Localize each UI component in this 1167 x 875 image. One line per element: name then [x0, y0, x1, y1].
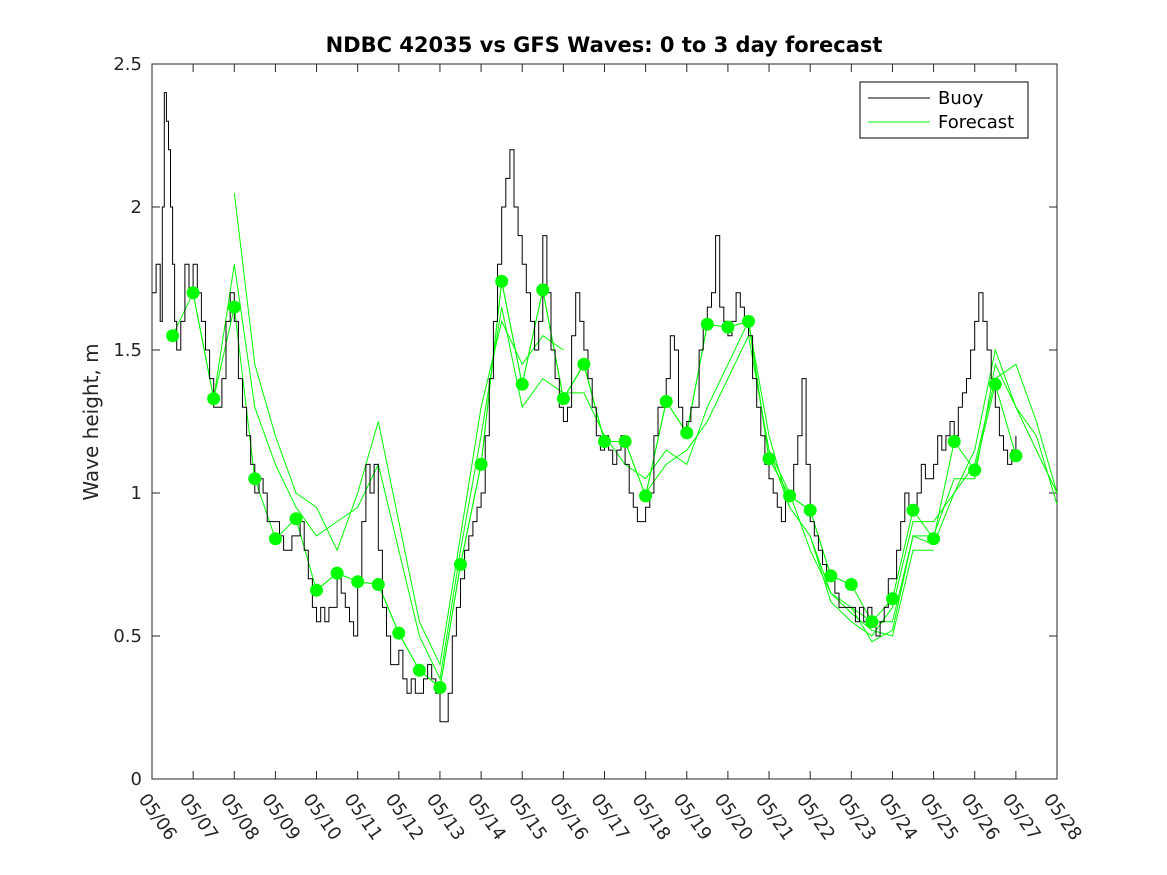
forecast-marker	[783, 489, 797, 503]
forecast-line	[480, 306, 791, 508]
forecast-marker	[310, 583, 323, 597]
forecast-marker	[803, 503, 817, 517]
y-tick-label: 0.5	[113, 626, 142, 647]
forecast-line	[233, 192, 564, 667]
forecast-marker	[474, 457, 488, 471]
forecast-marker	[248, 472, 262, 486]
forecast-marker	[536, 283, 550, 297]
forecast-marker	[330, 566, 344, 580]
forecast-marker	[865, 615, 879, 629]
y-tick-label: 2	[131, 197, 142, 218]
legend: Buoy Forecast	[859, 81, 1029, 139]
forecast-marker	[166, 329, 180, 343]
forecast-marker	[371, 578, 385, 591]
forecast-marker	[618, 435, 632, 448]
forecast-marker	[289, 512, 303, 526]
forecast-marker	[556, 392, 570, 406]
y-axis-label: Wave height, m	[79, 343, 103, 500]
forecast-marker	[412, 663, 426, 677]
forecast-marker	[844, 578, 858, 591]
forecast-marker	[700, 317, 714, 331]
forecast-marker	[680, 426, 694, 440]
forecast-marker	[351, 575, 365, 589]
forecast-marker	[639, 489, 653, 503]
forecast-marker	[207, 392, 221, 406]
y-tick-label: 0	[131, 769, 142, 790]
forecast-marker	[1009, 449, 1023, 463]
forecast-marker	[721, 320, 735, 334]
buoy-line	[152, 92, 1017, 723]
legend-box	[859, 81, 1029, 139]
forecast-marker	[762, 452, 776, 466]
y-tick-label: 1.5	[113, 340, 142, 361]
forecast-line	[192, 264, 482, 681]
forecast-marker	[742, 314, 755, 328]
forecast-marker	[186, 286, 200, 300]
chart-title: NDBC 42035 vs GFS Waves: 0 to 3 day fore…	[326, 33, 883, 57]
forecast-marker	[947, 435, 961, 448]
legend-label-buoy: Buoy	[938, 88, 984, 109]
forecast-marker	[598, 435, 611, 448]
forecast-marker	[392, 626, 406, 640]
forecast-marker	[968, 463, 982, 477]
forecast-marker	[433, 681, 447, 694]
forecast-marker	[906, 503, 920, 517]
forecast-marker	[268, 532, 282, 546]
y-tick-label: 2.5	[113, 54, 142, 75]
forecast-line	[850, 348, 1058, 643]
forecast-marker	[659, 395, 673, 408]
forecast-marker	[495, 274, 509, 288]
forecast-marker	[988, 377, 1002, 391]
forecast-line	[809, 363, 1058, 637]
forecast-marker	[454, 558, 467, 571]
forecast-marker	[824, 569, 838, 583]
legend-label-forecast: Forecast	[938, 112, 1014, 133]
forecast-marker	[227, 300, 241, 314]
forecast-marker	[886, 592, 899, 606]
forecast-marker	[577, 357, 591, 371]
forecast-marker	[927, 532, 941, 546]
y-tick-label: 1	[131, 483, 142, 504]
forecast-marker	[515, 377, 529, 391]
